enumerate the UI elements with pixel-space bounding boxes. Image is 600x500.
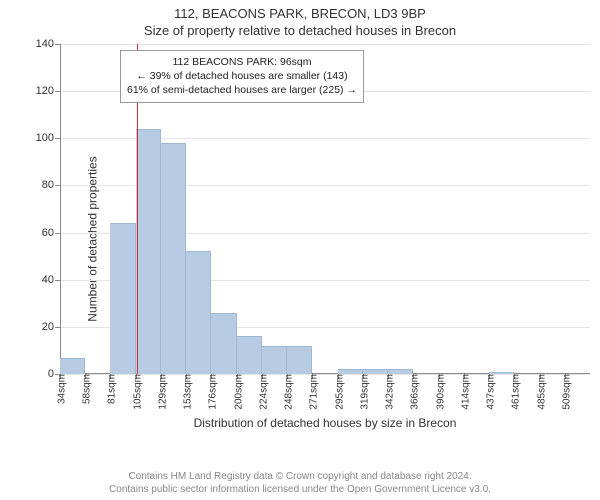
x-tick-label: 366sqm	[406, 374, 421, 410]
x-tick-label: 390sqm	[431, 374, 446, 410]
x-tick-label: 319sqm	[355, 374, 370, 410]
x-tick-label: 461sqm	[507, 374, 522, 410]
annotation-line-3: 61% of semi-detached houses are larger (…	[127, 83, 357, 97]
x-tick-label: 437sqm	[482, 374, 497, 410]
x-tick-label: 81sqm	[103, 374, 118, 404]
x-tick-label: 200sqm	[229, 374, 244, 410]
x-tick-label: 224sqm	[254, 374, 269, 410]
x-tick-label: 248sqm	[280, 374, 295, 410]
footer-attribution: Contains HM Land Registry data © Crown c…	[0, 470, 600, 496]
gridline	[60, 44, 590, 45]
footer-line-1: Contains HM Land Registry data © Crown c…	[0, 470, 600, 483]
histogram-bar	[262, 346, 287, 374]
annotation-line-2: ← 39% of detached houses are smaller (14…	[127, 69, 357, 83]
footer-line-2: Contains public sector information licen…	[0, 483, 600, 496]
histogram-bar	[136, 129, 161, 374]
x-tick-label: 129sqm	[153, 374, 168, 410]
x-tick-label: 414sqm	[456, 374, 471, 410]
histogram-bar	[186, 251, 211, 374]
x-tick-label: 153sqm	[179, 374, 194, 410]
x-tick-label: 58sqm	[78, 374, 93, 404]
annotation-box: 112 BEACONS PARK: 96sqm← 39% of detached…	[120, 50, 364, 103]
x-axis-label: Distribution of detached houses by size …	[60, 416, 590, 430]
x-tick-label: 34sqm	[53, 374, 68, 404]
x-tick-label: 342sqm	[381, 374, 396, 410]
x-tick-label: 485sqm	[532, 374, 547, 410]
x-tick-label: 271sqm	[305, 374, 320, 410]
chart-container: Number of detached properties 0204060801…	[0, 44, 600, 434]
page-subtitle: Size of property relative to detached ho…	[0, 21, 600, 38]
histogram-bar	[237, 336, 262, 374]
histogram-bar	[287, 346, 312, 374]
page-title: 112, BEACONS PARK, BRECON, LD3 9BP	[0, 0, 600, 21]
annotation-line-1: 112 BEACONS PARK: 96sqm	[127, 55, 357, 69]
histogram-bar	[161, 143, 186, 374]
histogram-bar	[211, 313, 236, 374]
x-tick-label: 176sqm	[204, 374, 219, 410]
x-tick-label: 509sqm	[557, 374, 572, 410]
x-tick-label: 295sqm	[330, 374, 345, 410]
y-axis-line	[60, 44, 61, 374]
histogram-bar	[110, 223, 135, 374]
x-tick-label: 105sqm	[128, 374, 143, 410]
plot-area: 02040608010012014034sqm58sqm81sqm105sqm1…	[60, 44, 590, 374]
histogram-bar	[60, 358, 85, 375]
